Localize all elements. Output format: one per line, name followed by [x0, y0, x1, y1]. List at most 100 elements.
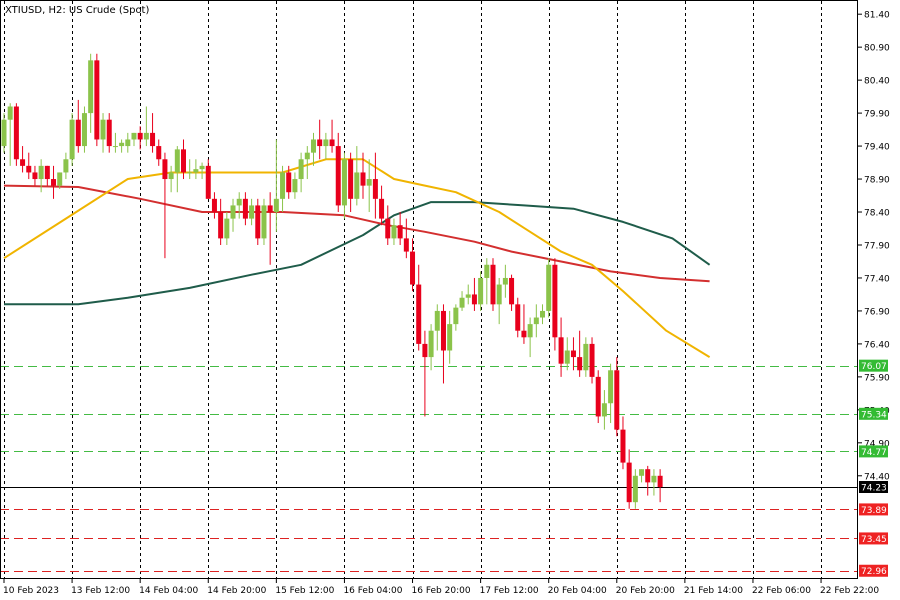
bearish-candle[interactable]	[205, 159, 211, 199]
bullish-candle[interactable]	[310, 132, 316, 166]
bullish-candle[interactable]	[639, 469, 645, 483]
bearish-candle[interactable]	[645, 465, 651, 496]
bearish-candle[interactable]	[471, 277, 477, 311]
bearish-candle[interactable]	[32, 165, 38, 186]
bullish-candle[interactable]	[63, 152, 69, 180]
bullish-candle[interactable]	[459, 291, 465, 311]
bearish-candle[interactable]	[94, 53, 100, 147]
bearish-candle[interactable]	[13, 103, 19, 166]
bullish-candle[interactable]	[546, 258, 552, 318]
bullish-candle[interactable]	[601, 390, 607, 430]
bullish-candle[interactable]	[236, 192, 242, 219]
bearish-candle[interactable]	[26, 152, 32, 180]
bearish-candle[interactable]	[286, 165, 292, 199]
bearish-candle[interactable]	[156, 139, 162, 166]
bullish-candle[interactable]	[484, 258, 490, 305]
bullish-candle[interactable]	[88, 53, 94, 133]
bearish-candle[interactable]	[577, 330, 583, 377]
bullish-candle[interactable]	[366, 159, 372, 213]
bearish-candle[interactable]	[410, 238, 416, 292]
bullish-candle[interactable]	[224, 212, 230, 245]
bullish-candle[interactable]	[1, 113, 7, 153]
bearish-candle[interactable]	[372, 152, 378, 219]
bullish-candle[interactable]	[323, 132, 329, 160]
bearish-candle[interactable]	[490, 258, 496, 311]
bullish-candle[interactable]	[131, 132, 137, 147]
bearish-candle[interactable]	[397, 212, 403, 245]
bullish-candle[interactable]	[632, 469, 638, 509]
bearish-candle[interactable]	[440, 304, 446, 384]
bearish-candle[interactable]	[137, 126, 143, 150]
bullish-candle[interactable]	[447, 310, 453, 364]
bullish-candle[interactable]	[453, 304, 459, 331]
bearish-candle[interactable]	[317, 119, 323, 160]
bearish-candle[interactable]	[218, 198, 224, 245]
bullish-candle[interactable]	[540, 304, 546, 325]
bearish-candle[interactable]	[626, 449, 632, 509]
bearish-candle[interactable]	[521, 304, 527, 344]
bullish-candle[interactable]	[69, 113, 75, 166]
bullish-candle[interactable]	[651, 469, 657, 496]
bullish-candle[interactable]	[168, 165, 174, 193]
bullish-candle[interactable]	[496, 277, 502, 325]
bearish-candle[interactable]	[150, 113, 156, 153]
bearish-candle[interactable]	[211, 192, 217, 219]
bullish-candle[interactable]	[564, 337, 570, 371]
bullish-candle[interactable]	[100, 113, 106, 153]
bearish-candle[interactable]	[558, 317, 564, 377]
bearish-candle[interactable]	[515, 297, 521, 338]
bullish-candle[interactable]	[119, 139, 125, 153]
bullish-candle[interactable]	[428, 324, 434, 371]
bearish-candle[interactable]	[552, 258, 558, 351]
bullish-candle[interactable]	[57, 172, 63, 189]
bullish-candle[interactable]	[199, 162, 205, 180]
bullish-candle[interactable]	[7, 103, 13, 166]
bullish-candle[interactable]	[112, 132, 118, 153]
bullish-candle[interactable]	[125, 132, 131, 153]
bullish-candle[interactable]	[527, 317, 533, 358]
bearish-candle[interactable]	[242, 192, 248, 226]
bullish-candle[interactable]	[298, 152, 304, 193]
bearish-candle[interactable]	[403, 218, 409, 259]
bearish-candle[interactable]	[422, 330, 428, 417]
bearish-candle[interactable]	[570, 337, 576, 371]
bearish-candle[interactable]	[595, 370, 601, 424]
bullish-candle[interactable]	[280, 165, 286, 213]
bearish-candle[interactable]	[348, 152, 354, 213]
bullish-candle[interactable]	[187, 159, 193, 180]
bearish-candle[interactable]	[379, 185, 385, 226]
bullish-candle[interactable]	[608, 363, 614, 424]
bearish-candle[interactable]	[614, 357, 620, 437]
bullish-candle[interactable]	[502, 264, 508, 298]
bullish-candle[interactable]	[143, 106, 149, 147]
bullish-candle[interactable]	[583, 337, 589, 377]
bearish-candle[interactable]	[75, 99, 81, 153]
bullish-candle[interactable]	[304, 146, 310, 180]
bullish-candle[interactable]	[341, 152, 347, 219]
bearish-candle[interactable]	[620, 416, 626, 470]
bullish-candle[interactable]	[193, 159, 199, 180]
bearish-candle[interactable]	[385, 205, 391, 245]
bearish-candle[interactable]	[162, 152, 168, 259]
bearish-candle[interactable]	[329, 119, 335, 153]
bullish-candle[interactable]	[249, 198, 255, 226]
bearish-candle[interactable]	[106, 113, 112, 153]
bullish-candle[interactable]	[533, 304, 539, 338]
bearish-candle[interactable]	[335, 132, 341, 213]
bearish-candle[interactable]	[657, 469, 663, 503]
bearish-candle[interactable]	[509, 274, 515, 311]
bullish-candle[interactable]	[230, 198, 236, 232]
bearish-candle[interactable]	[360, 152, 366, 199]
bullish-candle[interactable]	[354, 146, 360, 206]
candlesticks[interactable]	[1, 53, 663, 509]
bullish-candle[interactable]	[292, 172, 298, 199]
bullish-candle[interactable]	[38, 159, 44, 193]
bearish-candle[interactable]	[255, 198, 261, 245]
bullish-candle[interactable]	[478, 271, 484, 311]
bullish-candle[interactable]	[261, 198, 267, 245]
bearish-candle[interactable]	[416, 264, 422, 351]
bullish-candle[interactable]	[81, 106, 87, 153]
bullish-candle[interactable]	[465, 284, 471, 305]
bearish-candle[interactable]	[44, 165, 50, 186]
